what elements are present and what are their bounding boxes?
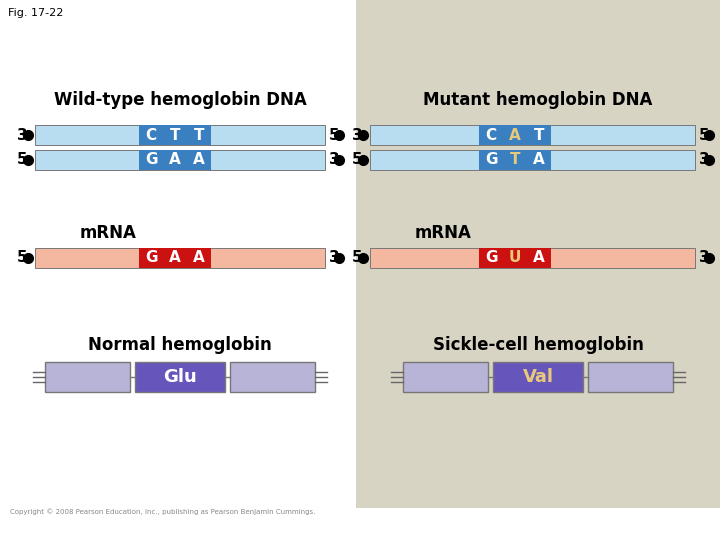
Text: Val: Val bbox=[523, 368, 554, 386]
Bar bbox=[35, 248, 325, 268]
Text: 3: 3 bbox=[352, 127, 363, 143]
Bar bbox=[45, 362, 130, 392]
Text: 5: 5 bbox=[17, 152, 27, 167]
Text: C: C bbox=[145, 127, 156, 143]
Text: mRNA: mRNA bbox=[415, 224, 472, 242]
Text: A: A bbox=[509, 127, 521, 143]
Text: G: G bbox=[485, 251, 498, 266]
Text: T: T bbox=[510, 152, 521, 167]
Bar bbox=[35, 125, 325, 145]
Text: A: A bbox=[193, 251, 205, 266]
Text: A: A bbox=[169, 251, 181, 266]
Text: 5: 5 bbox=[352, 152, 363, 167]
Bar bbox=[135, 362, 225, 392]
Bar bbox=[370, 248, 695, 268]
Text: Fig. 17-22: Fig. 17-22 bbox=[8, 8, 63, 18]
Text: Normal hemoglobin: Normal hemoglobin bbox=[88, 336, 272, 354]
Text: A: A bbox=[193, 152, 205, 167]
Text: 3: 3 bbox=[17, 127, 27, 143]
Bar bbox=[370, 150, 695, 170]
Text: G: G bbox=[145, 152, 157, 167]
Bar bbox=[356, 0, 720, 508]
Text: 3: 3 bbox=[699, 251, 710, 266]
Text: Sickle-cell hemoglobin: Sickle-cell hemoglobin bbox=[433, 336, 644, 354]
Text: G: G bbox=[485, 152, 498, 167]
Bar bbox=[230, 362, 315, 392]
Text: Wild-type hemoglobin DNA: Wild-type hemoglobin DNA bbox=[53, 91, 307, 109]
Text: 5: 5 bbox=[699, 127, 710, 143]
Text: U: U bbox=[509, 251, 521, 266]
Text: A: A bbox=[533, 152, 545, 167]
Bar bbox=[139, 125, 211, 145]
Bar bbox=[139, 248, 211, 268]
Text: T: T bbox=[534, 127, 544, 143]
Text: 5: 5 bbox=[329, 127, 340, 143]
Text: C: C bbox=[485, 127, 497, 143]
Text: 3: 3 bbox=[699, 152, 710, 167]
Bar bbox=[403, 362, 488, 392]
Text: A: A bbox=[533, 251, 545, 266]
Text: 5: 5 bbox=[17, 251, 27, 266]
Bar bbox=[479, 125, 551, 145]
Text: T: T bbox=[170, 127, 180, 143]
Bar bbox=[139, 150, 211, 170]
Bar bbox=[479, 150, 551, 170]
Text: T: T bbox=[194, 127, 204, 143]
Text: 3: 3 bbox=[329, 152, 340, 167]
Bar bbox=[35, 150, 325, 170]
Text: A: A bbox=[169, 152, 181, 167]
Bar bbox=[493, 362, 583, 392]
Bar bbox=[370, 125, 695, 145]
Text: 5: 5 bbox=[352, 251, 363, 266]
Text: G: G bbox=[145, 251, 157, 266]
Text: Mutant hemoglobin DNA: Mutant hemoglobin DNA bbox=[423, 91, 653, 109]
Text: Copyright © 2008 Pearson Education, Inc., publishing as Pearson Benjamin Cumming: Copyright © 2008 Pearson Education, Inc.… bbox=[10, 509, 315, 515]
Text: Glu: Glu bbox=[163, 368, 197, 386]
Bar bbox=[479, 248, 551, 268]
Text: 3: 3 bbox=[329, 251, 340, 266]
Text: mRNA: mRNA bbox=[80, 224, 137, 242]
Bar bbox=[588, 362, 673, 392]
